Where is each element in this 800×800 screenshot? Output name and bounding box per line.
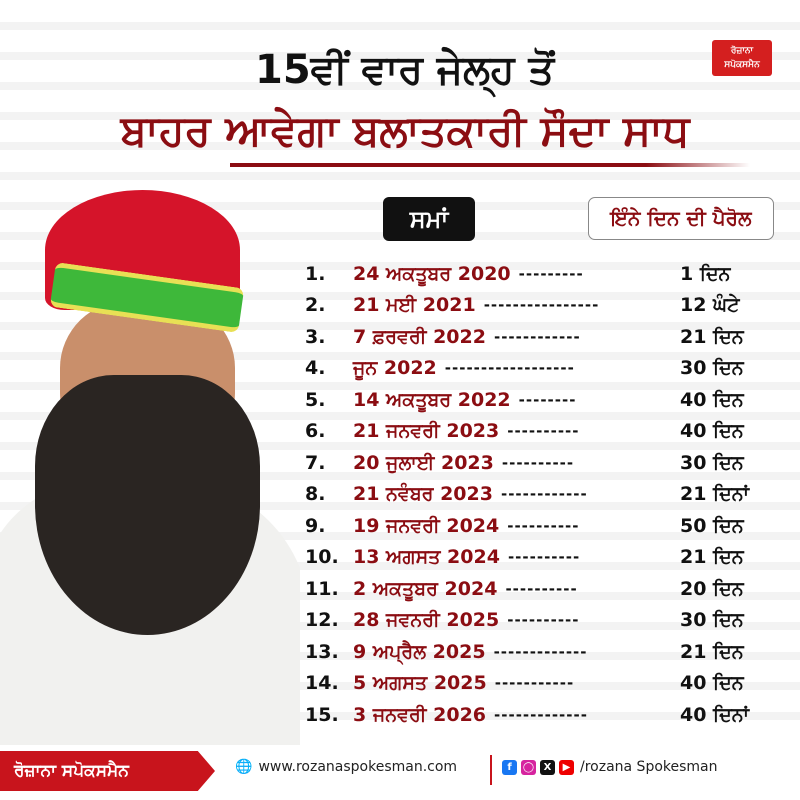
row-dur: 40 ਦਿਨਾਂ: [680, 703, 750, 726]
row-date: 3 ਜਨਵਰੀ 2026: [353, 703, 487, 726]
row-dur: 50 ਦਿਨ: [680, 514, 744, 537]
row-date: 7 ਫ਼ਰਵਰੀ 2022: [353, 325, 486, 348]
row-num: 1.: [305, 262, 326, 285]
row-dash: -------------: [494, 705, 588, 724]
row-num: 11.: [305, 577, 339, 600]
row-num: 12.: [305, 609, 339, 632]
row-num: 8.: [305, 483, 326, 506]
divider: [490, 755, 492, 785]
row-dur: 1 ਦਿਨ: [680, 262, 731, 285]
row-dash: -----------: [494, 674, 575, 693]
row-num: 6.: [305, 420, 326, 443]
beard: [35, 375, 260, 635]
website[interactable]: 🌐 www.rozanaspokesman.com: [235, 759, 457, 775]
row-date: 13 ਅਗਸਤ 2024: [353, 546, 500, 569]
list-item: 4. ਜੂਨ 2022 ------------------ 30 ਦਿਨ: [305, 353, 775, 385]
row-date: 21 ਮਈ 2021: [353, 294, 476, 317]
globe-icon: 🌐: [235, 759, 253, 775]
x-icon[interactable]: X: [540, 760, 555, 775]
row-dash: -------------: [493, 642, 588, 661]
list-item: 10. 13 ਅਗਸਤ 2024 ---------- 21 ਦਿਨ: [305, 542, 775, 574]
row-dur: 21 ਦਿਨ: [680, 325, 744, 348]
row-date: 19 ਜਨਵਰੀ 2024: [353, 514, 500, 537]
instagram-icon[interactable]: ◯: [521, 760, 536, 775]
row-date: 20 ਜੁਲਾਈ 2023: [353, 451, 494, 474]
row-date: 28 ਜਵਨਰੀ 2025: [353, 609, 500, 632]
list-item: 13. 9 ਅਪ੍ਰੈਲ 2025 ------------- 21 ਦਿਨ: [305, 636, 775, 668]
row-num: 15.: [305, 703, 339, 726]
row-date: 24 ਅਕਤੂਬਰ 2020: [353, 262, 511, 285]
social-icons: f ◯ X ▶: [502, 760, 574, 775]
list-item: 11. 2 ਅਕਤੂਬਰ 2024 ---------- 20 ਦਿਨ: [305, 573, 775, 605]
parole-header: ਇੰਨੇ ਦਿਨ ਦੀ ਪੈਰੋਲ: [588, 197, 774, 240]
row-date: 14 ਅਕਤੂਬਰ 2022: [353, 388, 511, 411]
row-dur: 21 ਦਿਨ: [680, 546, 744, 569]
row-dash: ----------: [507, 422, 580, 441]
list-item: 15. 3 ਜਨਵਰੀ 2026 ------------- 40 ਦਿਨਾਂ: [305, 699, 775, 731]
row-num: 7.: [305, 451, 326, 474]
row-num: 3.: [305, 325, 326, 348]
row-dur: 20 ਦਿਨ: [680, 577, 744, 600]
logo-line1: ਰੋਜ਼ਾਨਾ: [730, 46, 754, 56]
list-item: 12. 28 ਜਵਨਰੀ 2025 ---------- 30 ਦਿਨ: [305, 605, 775, 637]
row-date: 9 ਅਪ੍ਰੈਲ 2025: [353, 640, 486, 663]
list-item: 6. 21 ਜਨਵਰੀ 2023 ---------- 40 ਦਿਨ: [305, 416, 775, 448]
list-item: 5. 14 ਅਕਤੂਬਰ 2022 -------- 40 ਦਿਨ: [305, 384, 775, 416]
row-dash: ----------------: [483, 296, 600, 315]
row-dur: 30 ਦਿਨ: [680, 357, 744, 380]
row-dash: ---------: [518, 264, 584, 283]
row-dur: 30 ਦਿਨ: [680, 609, 744, 632]
person-photo: [0, 180, 300, 745]
social-handle[interactable]: /rozana Spokesman: [580, 759, 718, 775]
headline-line2: ਬਾਹਰ ਆਵੇਗਾ ਬਲਾਤਕਾਰੀ ਸੌਦਾ ਸਾਧ: [120, 106, 690, 155]
row-dash: ----------: [507, 516, 580, 535]
row-date: ਜੂਨ 2022: [353, 357, 437, 380]
row-num: 5.: [305, 388, 326, 411]
headline-underline: [230, 163, 750, 167]
list-item: 7. 20 ਜੁਲਾਈ 2023 ---------- 30 ਦਿਨ: [305, 447, 775, 479]
row-num: 14.: [305, 672, 339, 695]
row-dur: 21 ਦਿਨਾਂ: [680, 483, 750, 506]
list-item: 8. 21 ਨਵੰਬਰ 2023 ------------ 21 ਦਿਨਾਂ: [305, 479, 775, 511]
row-dash: --------: [518, 390, 577, 409]
time-header: ਸਮਾਂ: [383, 197, 475, 241]
row-num: 10.: [305, 546, 339, 569]
list-item: 14. 5 ਅਗਸਤ 2025 ----------- 40 ਦਿਨ: [305, 668, 775, 700]
row-dash: ----------: [501, 453, 575, 472]
row-date: 21 ਜਨਵਰੀ 2023: [353, 420, 500, 443]
row-dash: ------------: [493, 327, 581, 346]
row-date: 21 ਨਵੰਬਰ 2023: [353, 483, 493, 506]
row-dur: 12 ਘੰਟੇ: [680, 294, 740, 317]
footer-brand: ਰੋਜ਼ਾਨਾ ਸਪੋਕਸਮੈਨ: [0, 751, 215, 791]
footer: ਰੋਜ਼ਾਨਾ ਸਪੋਕਸਮੈਨ 🌐 www.rozanaspokesman.c…: [0, 745, 800, 800]
row-dash: ------------------: [444, 359, 575, 378]
row-num: 13.: [305, 640, 339, 663]
list-item: 1. 24 ਅਕਤੂਬਰ 2020 --------- 1 ਦਿਨ: [305, 258, 775, 290]
row-dur: 40 ਦਿਨ: [680, 420, 744, 443]
logo-line2: ਸਪੋਕਸਮੈਨ: [724, 60, 760, 70]
list-item: 9. 19 ਜਨਵਰੀ 2024 ---------- 50 ਦਿਨ: [305, 510, 775, 542]
row-dur: 40 ਦਿਨ: [680, 672, 744, 695]
parole-list: 1. 24 ਅਕਤੂਬਰ 2020 --------- 1 ਦਿਨ 2. 21 ਮਈ 20…: [305, 258, 775, 731]
list-item: 2. 21 ਮਈ 2021 ---------------- 12 ਘੰਟੇ: [305, 290, 775, 322]
brand-logo: ਰੋਜ਼ਾਨਾ ਸਪੋਕਸਮੈਨ: [712, 40, 772, 76]
row-dur: 21 ਦਿਨ: [680, 640, 744, 663]
facebook-icon[interactable]: f: [502, 760, 517, 775]
list-item: 3. 7 ਫ਼ਰਵਰੀ 2022 ------------ 21 ਦਿਨ: [305, 321, 775, 353]
headline-line1: 15ਵੀਂ ਵਾਰ ਜੇਲ੍ਹ ਤੋਂ: [255, 47, 555, 93]
row-num: 9.: [305, 514, 326, 537]
row-dash: ----------: [505, 579, 578, 598]
row-dash: ----------: [507, 611, 580, 630]
row-dur: 40 ਦਿਨ: [680, 388, 744, 411]
youtube-icon[interactable]: ▶: [559, 760, 574, 775]
row-num: 4.: [305, 357, 326, 380]
row-date: 2 ਅਕਤੂਬਰ 2024: [353, 577, 498, 600]
website-url[interactable]: www.rozanaspokesman.com: [258, 759, 458, 775]
row-dash: ------------: [500, 485, 588, 504]
row-date: 5 ਅਗਸਤ 2025: [353, 672, 487, 695]
row-dash: ----------: [507, 548, 581, 567]
row-dur: 30 ਦਿਨ: [680, 451, 744, 474]
row-num: 2.: [305, 294, 326, 317]
